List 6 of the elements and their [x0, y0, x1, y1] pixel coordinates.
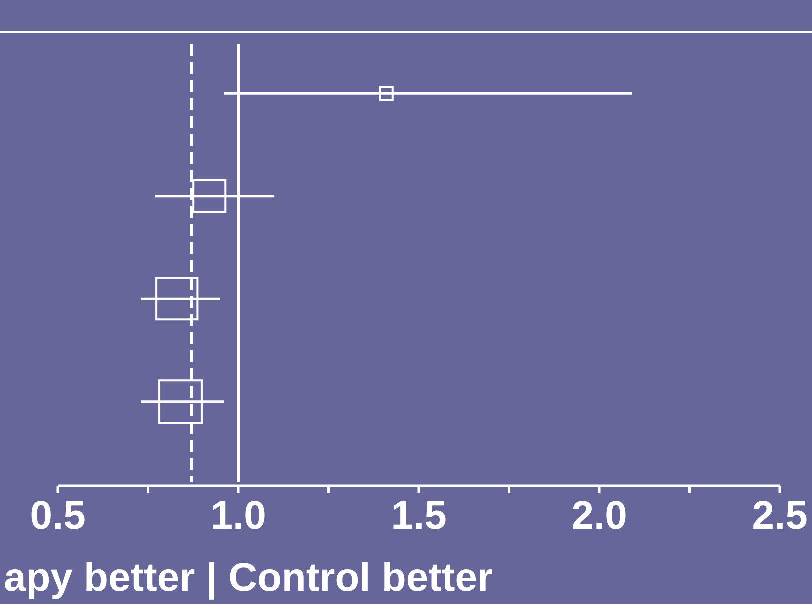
- x-tick-label: 2.0: [572, 494, 628, 538]
- x-axis-title: apy better | Control better: [4, 556, 494, 600]
- x-tick-label: 1.0: [210, 494, 266, 538]
- x-tick-label: 0.5: [30, 494, 86, 538]
- x-tick-label: 2.5: [752, 494, 808, 538]
- x-tick-label: 1.5: [391, 494, 447, 538]
